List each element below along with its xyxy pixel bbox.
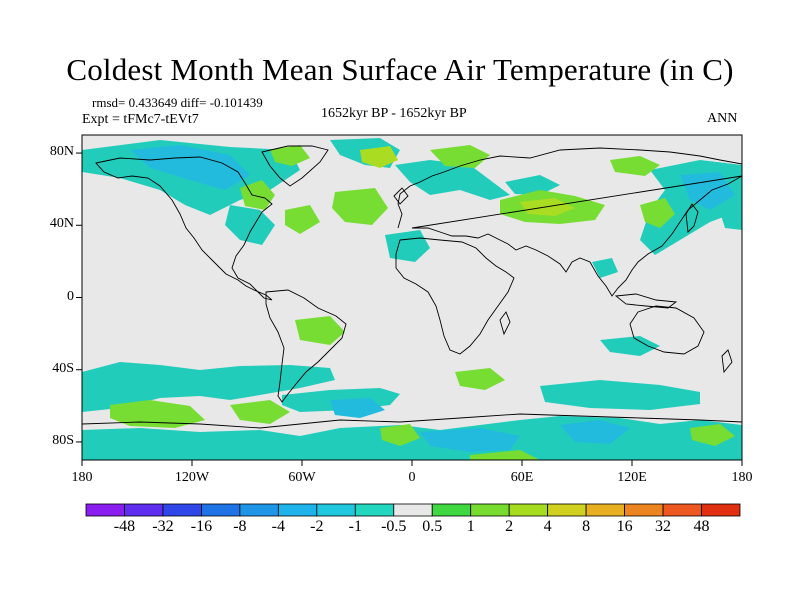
anomaly-region — [130, 145, 250, 190]
rmsd-diff-stats: rmsd= 0.433649 diff= -0.101439 — [92, 95, 263, 110]
colorbar-label: 8 — [582, 518, 591, 535]
anomaly-region — [110, 400, 205, 428]
anomaly-region — [285, 205, 320, 234]
british-isles-coast — [393, 187, 409, 205]
y-tick-label: 0 — [67, 288, 74, 304]
africa-coast — [395, 237, 515, 355]
japan-coast — [685, 203, 699, 233]
colorbar-label: 1 — [466, 518, 475, 535]
madagascar-coast — [499, 311, 511, 336]
greenland-coast — [261, 145, 329, 187]
x-tick-label: 0 — [408, 470, 416, 485]
new-zealand-coast — [721, 349, 733, 374]
anomaly-region — [330, 398, 385, 418]
y-tick-label: 80N — [49, 144, 74, 160]
anomaly-region — [610, 156, 660, 176]
y-tick-label: 40N — [49, 216, 74, 232]
colorbar-swatch — [124, 503, 164, 517]
y-tick-label: 80S — [52, 432, 74, 448]
chart-title: Coldest Month Mean Surface Air Temperatu… — [66, 52, 734, 87]
anomaly-region — [720, 210, 742, 230]
x-tick-label: 120E — [617, 470, 647, 485]
colorbar-label: -48 — [113, 518, 136, 535]
colorbar-swatch — [201, 503, 241, 517]
x-tick-label: 180 — [71, 470, 93, 485]
anomaly-region — [560, 420, 630, 444]
anomaly-region — [295, 316, 345, 345]
anomaly-region — [225, 205, 275, 245]
anomaly-region — [600, 336, 660, 356]
colorbar-swatch — [354, 503, 395, 517]
anomaly-region — [680, 172, 735, 210]
colorbar-swatch — [662, 503, 702, 517]
axis-ticks — [76, 152, 743, 466]
anomaly-region — [640, 198, 675, 228]
colorbar-label: -16 — [190, 518, 213, 535]
colorbar — [85, 503, 741, 517]
south-america-coast — [265, 289, 347, 403]
colorbar-label: -8 — [233, 518, 247, 535]
colorbar-label: 16 — [616, 518, 633, 535]
anomaly-region — [240, 180, 275, 210]
anomaly-region — [82, 362, 335, 412]
colorbar-label: 2 — [505, 518, 514, 535]
anomaly-region — [592, 258, 618, 278]
north-america-coast — [95, 156, 273, 301]
colorbar-swatch — [470, 503, 510, 517]
colorbar-swatch — [701, 503, 741, 517]
colorbar-label: -0.5 — [381, 518, 407, 535]
colorbar-label: -2 — [310, 518, 324, 535]
colorbar-label: 48 — [693, 518, 710, 535]
colorbar-label: -4 — [271, 518, 285, 535]
colorbar-swatch — [393, 503, 433, 517]
anomaly-region — [332, 188, 388, 225]
anomaly-region — [470, 450, 540, 460]
anomaly-region — [230, 400, 290, 424]
colorbar-swatch — [547, 503, 587, 517]
temperature-anomaly-contours — [82, 138, 742, 460]
antarctica-coast — [82, 413, 742, 429]
colorbar-label: 32 — [655, 518, 672, 535]
season-label: ANN — [707, 111, 738, 126]
experiment-label: Expt = tFMc7-tEVt7 — [82, 112, 199, 127]
anomaly-region — [360, 146, 398, 168]
eurasia-coast — [397, 147, 742, 297]
anomaly-region — [540, 380, 700, 410]
colorbar-label: -1 — [348, 518, 362, 535]
colorbar-swatch — [431, 503, 472, 517]
colorbar-swatch — [277, 503, 318, 517]
colorbar-swatch — [585, 503, 625, 517]
colorbar-swatch — [624, 503, 664, 517]
colorbar-swatch — [316, 503, 356, 517]
colorbar-swatch — [239, 503, 279, 517]
anomaly-region — [505, 175, 560, 195]
anomaly-region — [395, 160, 510, 200]
anomaly-region — [455, 368, 505, 390]
x-tick-label: 180 — [731, 470, 753, 485]
australia-coast — [629, 305, 705, 355]
x-tick-label: 60W — [288, 470, 316, 485]
colorbar-label: 0.5 — [422, 518, 443, 535]
anomaly-region — [430, 145, 490, 168]
colorbar-label: -32 — [152, 518, 174, 535]
anomaly-region — [270, 145, 310, 166]
colorbar-swatch — [162, 503, 202, 517]
x-tick-label: 60E — [510, 470, 534, 485]
y-tick-label: 40S — [52, 360, 74, 376]
anomaly-region — [690, 424, 735, 446]
x-tick-label: 120W — [174, 470, 210, 485]
indonesia-coast — [614, 293, 678, 309]
anomaly-region — [420, 428, 520, 452]
anomaly-region — [380, 424, 420, 446]
colorbar-label: 4 — [543, 518, 552, 535]
period-label: 1652kyr BP - 1652kyr BP — [321, 106, 467, 121]
coastlines — [82, 145, 742, 429]
colorbar-swatch — [85, 503, 125, 517]
colorbar-swatch — [508, 503, 549, 517]
